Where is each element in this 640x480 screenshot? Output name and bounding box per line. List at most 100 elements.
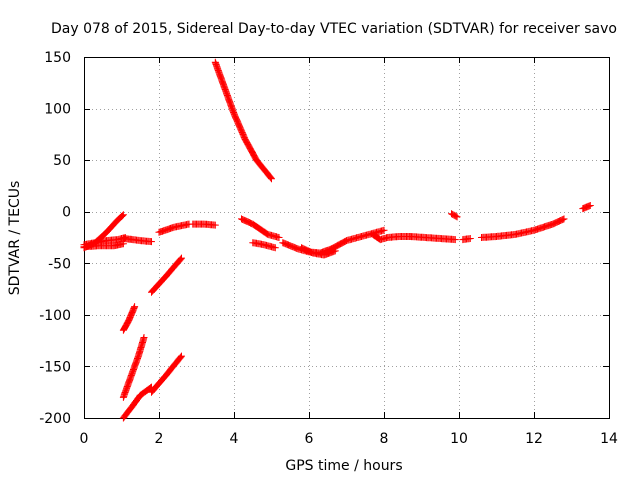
data-point — [105, 231, 108, 233]
data-point — [150, 391, 153, 393]
series-markers — [211, 58, 275, 183]
series-arc-12 — [211, 58, 275, 183]
x-tick-label: 12 — [525, 431, 543, 447]
data-point — [203, 223, 205, 225]
data-point — [267, 233, 269, 235]
data-point — [173, 226, 175, 228]
data-point — [122, 243, 124, 245]
data-point — [150, 241, 153, 243]
y-axis-label: SDTVAR / TECUs — [7, 181, 23, 296]
data-point — [233, 113, 235, 115]
data-point — [132, 405, 134, 407]
data-point — [128, 319, 130, 321]
series-markers — [579, 202, 594, 213]
data-point — [214, 224, 216, 226]
data-point — [552, 223, 554, 225]
data-point — [158, 231, 160, 233]
data-point — [83, 246, 85, 248]
x-tick-label: 10 — [450, 431, 468, 447]
data-point — [462, 239, 464, 241]
data-point — [372, 233, 374, 235]
x-tick-label: 4 — [230, 431, 239, 447]
series-arc-3 — [80, 240, 127, 251]
series-arc-21 — [478, 215, 568, 241]
data-point — [165, 374, 168, 376]
data-point — [375, 231, 378, 233]
x-tick-label: 14 — [600, 431, 618, 447]
data-point — [180, 355, 183, 357]
data-point — [113, 245, 115, 247]
data-point — [134, 306, 136, 308]
series-markers — [478, 215, 568, 241]
data-point — [563, 218, 565, 220]
data-point — [323, 254, 325, 256]
data-point — [450, 213, 453, 215]
data-point — [139, 394, 141, 396]
data-point — [263, 244, 265, 246]
series-markers — [119, 303, 139, 334]
chart-title: Day 078 of 2015, Sidereal Day-to-day VTE… — [51, 21, 617, 37]
data-point — [456, 216, 458, 218]
data-point — [180, 257, 183, 259]
series-arc-8 — [119, 334, 148, 401]
data-point — [439, 237, 441, 240]
series-markers — [238, 215, 283, 241]
data-point — [252, 242, 254, 244]
data-point — [132, 239, 134, 241]
data-point — [398, 235, 400, 238]
data-series — [80, 58, 594, 422]
data-point — [98, 245, 100, 247]
series-arc-7 — [119, 303, 139, 334]
y-tick-label: 50 — [53, 153, 71, 169]
series-arc-18 — [406, 233, 459, 244]
data-point — [424, 236, 426, 239]
y-tick-label: 150 — [44, 50, 71, 66]
data-point — [297, 248, 299, 250]
data-point — [122, 417, 124, 419]
x-tick-label: 6 — [305, 431, 314, 447]
y-tick-label: 0 — [62, 205, 71, 221]
y-tick-label: -200 — [39, 411, 71, 427]
data-point — [379, 239, 381, 241]
series-arc-5 — [155, 220, 193, 236]
series-arc-9 — [119, 383, 155, 422]
data-point — [122, 214, 124, 216]
data-point — [300, 247, 303, 249]
data-point — [589, 204, 591, 207]
data-point — [130, 376, 132, 378]
series-markers — [459, 235, 474, 244]
data-point — [225, 92, 228, 94]
data-point — [244, 138, 246, 141]
data-point — [409, 235, 411, 238]
data-point — [192, 223, 194, 225]
data-point — [383, 229, 385, 231]
y-tick-label: 100 — [44, 102, 71, 118]
data-point — [122, 329, 124, 331]
data-point — [360, 235, 363, 238]
data-point — [117, 219, 119, 221]
data-point — [312, 252, 314, 254]
data-point — [122, 396, 124, 398]
axis-ticks: 0 2 4 6 8 10 12 14 -200 -150 -100 -50 0 50 100 150 — [39, 50, 618, 447]
series-arc-16 — [298, 244, 339, 259]
data-point — [255, 159, 258, 161]
data-point — [480, 236, 483, 239]
series-markers — [406, 233, 459, 244]
y-tick-label: -100 — [39, 308, 71, 324]
series-arc-13 — [238, 215, 283, 241]
data-point — [150, 386, 153, 388]
data-point — [252, 223, 254, 225]
data-point — [270, 178, 273, 180]
data-point — [188, 223, 190, 225]
data-point — [454, 239, 456, 241]
series-arc-10 — [148, 254, 185, 296]
series-arc-11 — [148, 352, 185, 396]
data-point — [150, 291, 153, 293]
data-point — [240, 218, 243, 220]
data-point — [278, 236, 280, 239]
data-point — [122, 237, 124, 240]
data-point — [137, 355, 139, 357]
data-point — [282, 242, 284, 244]
series-markers — [448, 210, 461, 221]
